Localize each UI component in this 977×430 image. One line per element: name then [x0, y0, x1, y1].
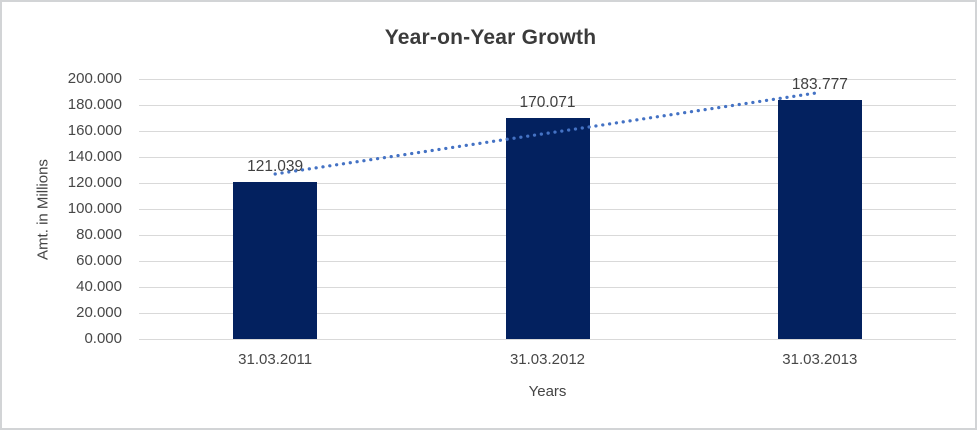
x-tick-label: 31.03.2013 — [782, 351, 858, 368]
x-tick-label: 31.03.2012 — [509, 351, 586, 368]
y-tick-label: 80.000 — [76, 226, 122, 243]
bar — [505, 117, 590, 339]
y-tick-label: 60.000 — [76, 252, 122, 269]
y-tick-label: 100.000 — [67, 200, 122, 217]
bar-value-label: 121.039 — [247, 157, 304, 175]
bar — [777, 100, 862, 339]
y-tick-label: 140.000 — [67, 148, 122, 165]
x-tick-label: 31.03.2011 — [238, 351, 313, 368]
y-tick-label: 160.000 — [67, 122, 122, 139]
y-tick-label: 40.000 — [76, 278, 122, 295]
x-axis-title: Years — [528, 383, 567, 400]
y-tick-label: 200.000 — [67, 70, 122, 87]
bar-value-label: 170.071 — [519, 93, 576, 111]
bar — [233, 181, 318, 339]
y-tick-label: 20.000 — [76, 304, 122, 321]
chart-title: Year-on-Year Growth — [384, 26, 597, 49]
y-tick-label: 180.000 — [67, 96, 122, 113]
gridline — [139, 339, 956, 340]
y-tick-label: 0.000 — [84, 330, 122, 347]
y-tick-label: 120.000 — [67, 174, 122, 191]
bar-value-label: 183.777 — [791, 76, 848, 94]
